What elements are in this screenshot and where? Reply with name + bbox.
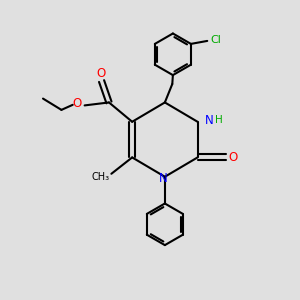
Text: O: O [96,67,106,80]
Text: O: O [229,151,238,164]
Text: Cl: Cl [211,35,222,45]
Text: N: N [205,114,213,127]
Text: H: H [215,115,223,125]
Text: CH₃: CH₃ [91,172,109,182]
Text: O: O [73,97,82,110]
Text: N: N [159,172,168,185]
